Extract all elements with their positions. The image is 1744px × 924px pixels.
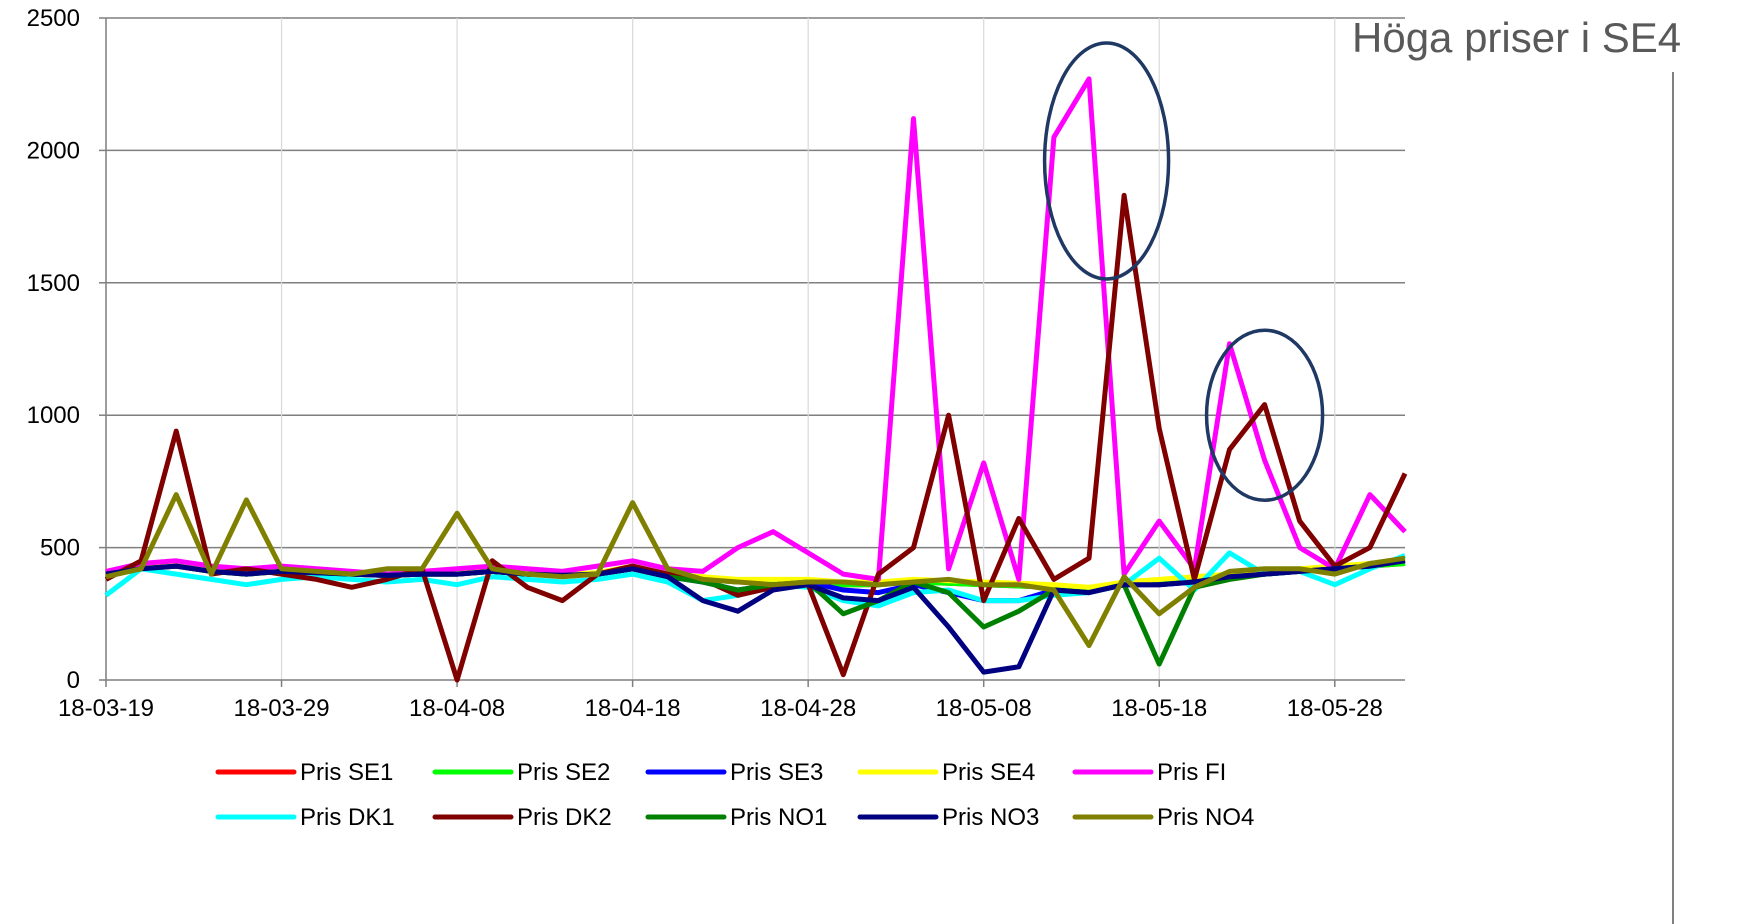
series-lines xyxy=(104,76,1408,683)
legend-item: Pris DK1 xyxy=(215,804,395,831)
legend: Pris SE1 Pris SE2 Pris SE3 Pris SE4 Pris FI P… xyxy=(215,759,1254,831)
legend-item: Pris DK2 xyxy=(432,804,612,831)
legend-label: Pris FI xyxy=(1157,759,1226,786)
legend-label: Pris SE4 xyxy=(942,759,1035,786)
y-tick-label: 2000 xyxy=(27,137,80,164)
highlight-ellipse xyxy=(1042,41,1171,281)
x-tick-label: 18-05-28 xyxy=(1287,695,1383,722)
legend-label: Pris DK1 xyxy=(300,804,395,831)
side-rule xyxy=(1672,72,1674,924)
legend-item: Pris SE2 xyxy=(432,759,610,786)
legend-item: Pris NO4 xyxy=(1072,804,1254,831)
legend-label: Pris DK2 xyxy=(517,804,612,831)
legend-label: Pris SE2 xyxy=(517,759,610,786)
legend-item: Pris SE4 xyxy=(857,759,1035,786)
legend-label: Pris NO1 xyxy=(730,804,827,831)
legend-label: Pris SE3 xyxy=(730,759,823,786)
highlight-ellipse xyxy=(1204,328,1325,502)
series-line-pris-no4 xyxy=(105,492,1406,649)
legend-label: Pris NO3 xyxy=(942,804,1039,831)
legend-item: Pris FI xyxy=(1072,759,1226,786)
legend-item: Pris NO3 xyxy=(857,804,1039,831)
legend-item: Pris NO1 xyxy=(645,804,827,831)
x-tick-label: 18-05-08 xyxy=(936,695,1032,722)
x-tick-label: 18-03-19 xyxy=(58,695,154,722)
series-line-pris-dk2 xyxy=(104,192,1408,683)
x-tick-label: 18-05-18 xyxy=(1111,695,1207,722)
legend-item: Pris SE1 xyxy=(215,759,393,786)
side-title: Höga priser i SE4 xyxy=(1352,14,1682,61)
y-tick-label: 1500 xyxy=(27,270,80,297)
x-axis: 18-03-19 18-03-29 18-04-08 18-04-18 18-04-28… xyxy=(58,679,1405,722)
x-tick-label: 18-04-18 xyxy=(585,695,681,722)
legend-label: Pris SE1 xyxy=(300,759,393,786)
y-tick-label: 0 xyxy=(67,667,80,694)
series-line-pris-fi xyxy=(105,76,1407,582)
x-tick-label: 18-04-28 xyxy=(760,695,856,722)
legend-label: Pris NO4 xyxy=(1157,804,1254,831)
y-axis: 0 500 1000 1500 2000 2500 xyxy=(27,5,107,694)
x-tick-label: 18-04-08 xyxy=(409,695,505,722)
legend-item: Pris SE3 xyxy=(645,759,823,786)
y-tick-label: 1000 xyxy=(27,402,80,429)
y-tick-label: 500 xyxy=(40,535,80,562)
x-tick-label: 18-03-29 xyxy=(234,695,330,722)
y-tick-label: 2500 xyxy=(27,5,80,32)
annotations xyxy=(1042,41,1325,502)
